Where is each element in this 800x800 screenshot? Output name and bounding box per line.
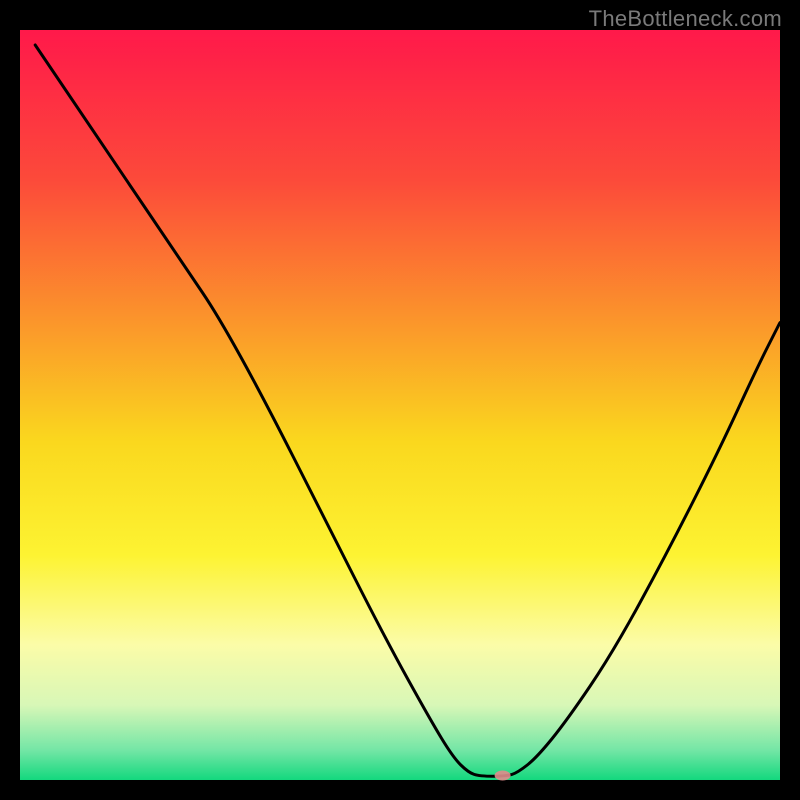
bottleneck-chart: TheBottleneck.com xyxy=(0,0,800,800)
chart-svg xyxy=(0,0,800,800)
watermark-label: TheBottleneck.com xyxy=(589,6,782,32)
optimal-point-marker xyxy=(495,771,511,781)
